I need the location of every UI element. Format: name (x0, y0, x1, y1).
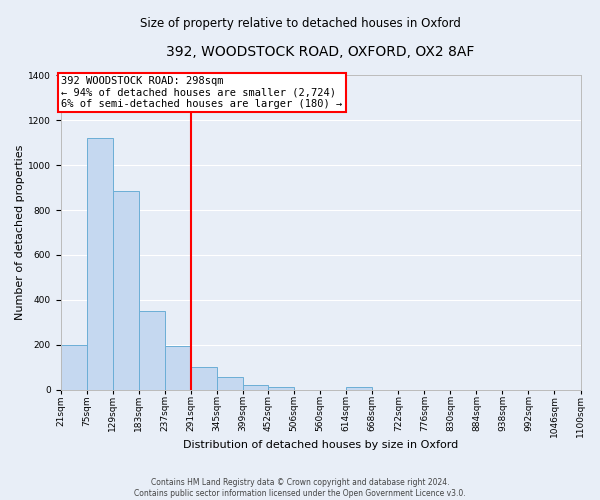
Title: 392, WOODSTOCK ROAD, OXFORD, OX2 8AF: 392, WOODSTOCK ROAD, OXFORD, OX2 8AF (166, 45, 475, 59)
Bar (268, 388, 294, 390)
Bar (113, 191, 139, 390)
Bar (86, 138, 113, 390)
Bar (164, 346, 191, 390)
Y-axis label: Number of detached properties: Number of detached properties (15, 145, 25, 320)
Bar (217, 377, 242, 390)
Text: Contains HM Land Registry data © Crown copyright and database right 2024.
Contai: Contains HM Land Registry data © Crown c… (134, 478, 466, 498)
X-axis label: Distribution of detached houses by size in Oxford: Distribution of detached houses by size … (183, 440, 458, 450)
Bar (61, 344, 86, 390)
Text: Size of property relative to detached houses in Oxford: Size of property relative to detached ho… (140, 18, 460, 30)
Bar (139, 311, 164, 390)
Bar (242, 385, 268, 390)
Bar (346, 388, 373, 390)
Text: 392 WOODSTOCK ROAD: 298sqm
← 94% of detached houses are smaller (2,724)
6% of se: 392 WOODSTOCK ROAD: 298sqm ← 94% of deta… (61, 76, 343, 109)
Bar (191, 367, 217, 390)
